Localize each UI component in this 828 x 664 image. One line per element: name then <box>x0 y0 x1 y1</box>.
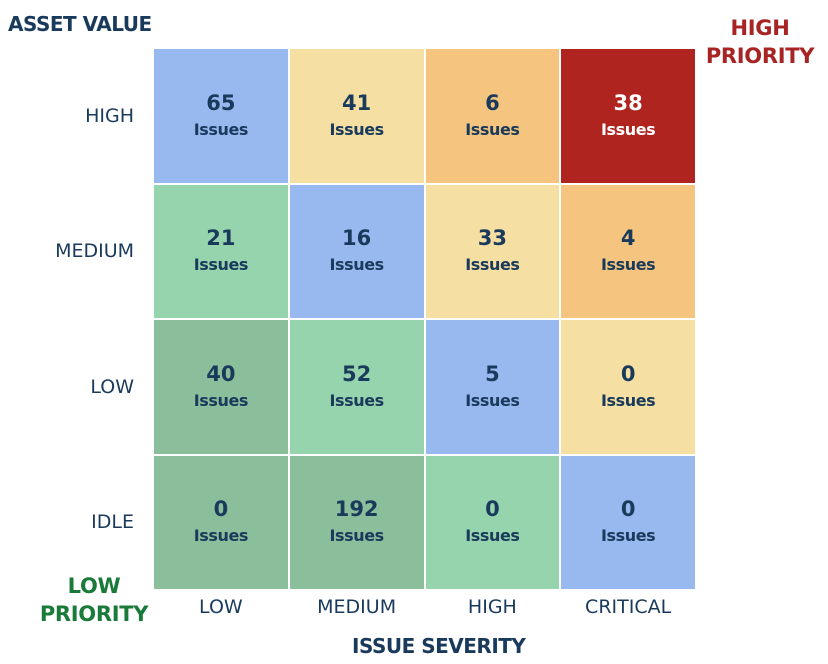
cell-value: 0 <box>620 497 636 522</box>
cell-value: 40 <box>206 361 236 386</box>
heatmap-cell: 6 Issues <box>424 48 561 184</box>
heatmap-cell: 38 Issues <box>560 48 696 184</box>
high-priority-line1: HIGH <box>730 16 790 40</box>
x-tick-label: CRITICAL <box>585 596 672 618</box>
cell-value: 0 <box>620 361 636 386</box>
cell-value: 38 <box>613 90 643 115</box>
x-axis-title: ISSUE SEVERITY <box>352 634 526 658</box>
cell-value: 41 <box>342 90 372 115</box>
heatmap-cell: 5 Issues <box>424 319 561 455</box>
y-axis-title: ASSET VALUE <box>8 12 152 36</box>
heatmap-cell: 21 Issues <box>153 183 289 319</box>
cell-value: 33 <box>477 226 507 251</box>
high-priority-label: HIGH PRIORITY <box>700 14 820 70</box>
cell-unit-label: Issues <box>600 255 656 275</box>
x-tick-label: MEDIUM <box>317 596 397 618</box>
cell-value: 4 <box>620 226 636 251</box>
cell-unit-label: Issues <box>329 255 384 275</box>
heatmap-cell: 16 Issues <box>288 183 425 319</box>
cell-unit-label: Issues <box>465 255 520 275</box>
heatmap-cell: 40 Issues <box>153 319 289 455</box>
cell-value: 0 <box>485 497 500 522</box>
heatmap-cell: 33 Issues <box>424 183 561 319</box>
cell-unit-label: Issues <box>329 526 384 546</box>
y-tick-label: HIGH <box>85 104 134 127</box>
heatmap-cell: 0 Issues <box>560 454 696 590</box>
heatmap-cell: 0 Issues <box>153 454 289 590</box>
heatmap-cell: 0 Issues <box>560 319 696 455</box>
low-priority-line1: LOW <box>67 574 121 598</box>
heatmap-cell: 41 Issues <box>288 48 425 184</box>
y-tick-label: IDLE <box>91 511 134 534</box>
cell-unit-label: Issues <box>193 390 249 410</box>
cell-value: 6 <box>485 90 500 115</box>
high-priority-line2: PRIORITY <box>705 44 815 68</box>
low-priority-line2: PRIORITY <box>39 602 149 626</box>
heatmap-cell: 0 Issues <box>424 454 561 590</box>
heatmap-cell: 52 Issues <box>288 319 425 455</box>
cell-value: 65 <box>206 90 236 115</box>
heatmap-cell: 192 Issues <box>288 454 425 590</box>
cell-unit-label: Issues <box>600 119 656 139</box>
cell-value: 52 <box>342 361 372 386</box>
y-tick-label: LOW <box>90 375 134 398</box>
cell-value: 21 <box>206 226 236 251</box>
x-tick-label: LOW <box>199 596 243 618</box>
cell-unit-label: Issues <box>465 526 520 546</box>
cell-unit-label: Issues <box>193 526 249 546</box>
cell-unit-label: Issues <box>193 119 249 139</box>
cell-unit-label: Issues <box>600 390 656 410</box>
cell-unit-label: Issues <box>329 390 384 410</box>
cell-value: 5 <box>485 361 500 386</box>
y-tick-label: MEDIUM <box>55 240 134 263</box>
cell-unit-label: Issues <box>329 119 384 139</box>
cell-value: 0 <box>213 497 229 522</box>
heatmap-cell: 4 Issues <box>560 183 696 319</box>
low-priority-label: LOW PRIORITY <box>30 572 158 628</box>
x-tick-label: HIGH <box>467 596 517 618</box>
cell-unit-label: Issues <box>465 119 520 139</box>
cell-unit-label: Issues <box>600 526 656 546</box>
heatmap-grid: 65 Issues 41 Issues 6 Issues 38 Issues 21 Issues 1… <box>153 48 696 590</box>
cell-value: 192 <box>334 497 379 522</box>
cell-unit-label: Issues <box>193 255 249 275</box>
cell-value: 16 <box>342 226 372 251</box>
cell-unit-label: Issues <box>465 390 520 410</box>
heatmap-cell: 65 Issues <box>153 48 289 184</box>
